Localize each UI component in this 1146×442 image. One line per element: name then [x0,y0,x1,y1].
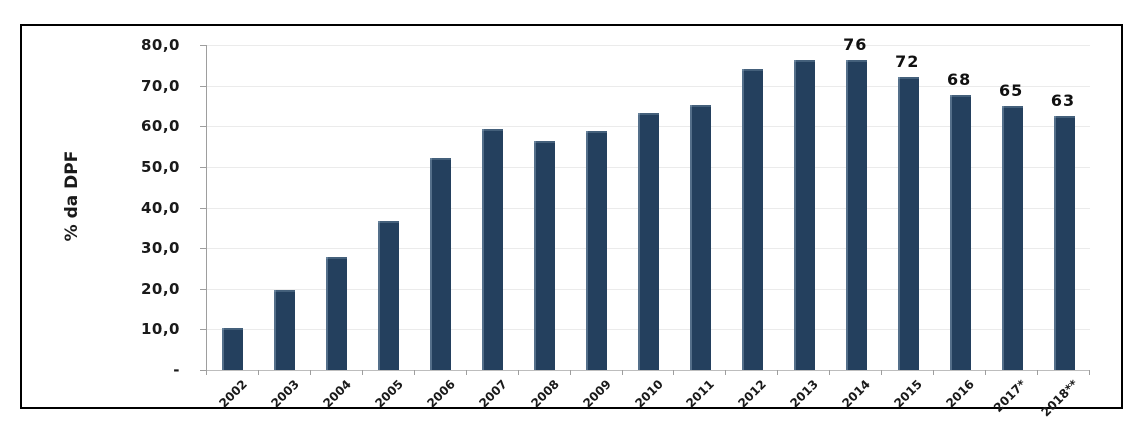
bar-2011 [689,105,711,370]
y-axis-title: % da DPF [62,150,82,242]
gridline [207,45,1090,46]
x-axis-tick [985,370,987,375]
bar-value-label: 68 [947,70,972,89]
bar-2002 [222,328,244,370]
y-axis-tick [200,207,206,209]
bar-2009 [586,131,608,370]
gridline [207,85,1090,87]
y-tick-label: 80,0 [140,36,180,54]
y-tick-label: 20,0 [140,279,180,298]
y-axis-tick [200,370,206,371]
y-tick-label: 40,0 [140,198,180,217]
y-axis-tick [200,166,206,168]
bar-2015 [897,77,919,370]
x-axis-tick [413,370,415,375]
bar-2006 [430,158,452,370]
y-tick-label: 60,0 [140,117,180,136]
y-tick-label: 50,0 [140,157,180,176]
x-axis-tick [361,370,363,375]
y-tick-label: 30,0 [140,239,180,258]
bar-2003 [274,290,296,370]
chart-frame [20,24,1123,409]
bar-2007 [482,129,504,370]
x-axis-tick [1037,370,1039,375]
bar-2005 [378,221,400,370]
x-axis-tick [465,370,467,375]
bar-value-label: 63 [1050,91,1076,110]
y-axis-tick [200,45,206,46]
x-axis-tick [517,370,519,375]
x-axis-tick [933,370,935,375]
bar-value-label: 76 [843,35,868,54]
y-axis-tick [200,126,206,128]
y-axis-tick [200,248,206,250]
x-axis-tick [725,370,727,375]
y-axis-tick [200,288,206,290]
x-axis-tick [621,370,623,375]
x-axis-tick [881,370,883,375]
x-axis-tick [206,370,207,375]
x-axis-tick [673,370,675,375]
y-axis-tick [200,329,206,331]
y-tick-label: 10,0 [140,320,180,339]
bar-2016 [949,95,971,370]
y-tick-label: 70,0 [140,76,180,95]
bar-2010 [638,113,659,370]
y-axis-tick [200,85,206,87]
y-tick-label: - [173,361,180,379]
bar-2017* [1001,106,1023,370]
x-axis-tick [1089,370,1090,375]
bar-2013 [793,60,815,370]
bar-2012 [741,69,763,370]
x-axis-tick [257,370,259,375]
bar-2018** [1053,116,1075,370]
bar-value-label: 65 [998,81,1024,100]
bar-value-label: 72 [895,52,920,71]
x-axis-tick [569,370,571,375]
bar-2014 [845,60,867,370]
plot-area [206,45,1090,371]
x-axis-tick [777,370,779,375]
x-axis-tick [829,370,831,375]
x-axis-tick [309,370,311,375]
bar-2008 [534,141,556,370]
bar-2004 [326,257,348,370]
